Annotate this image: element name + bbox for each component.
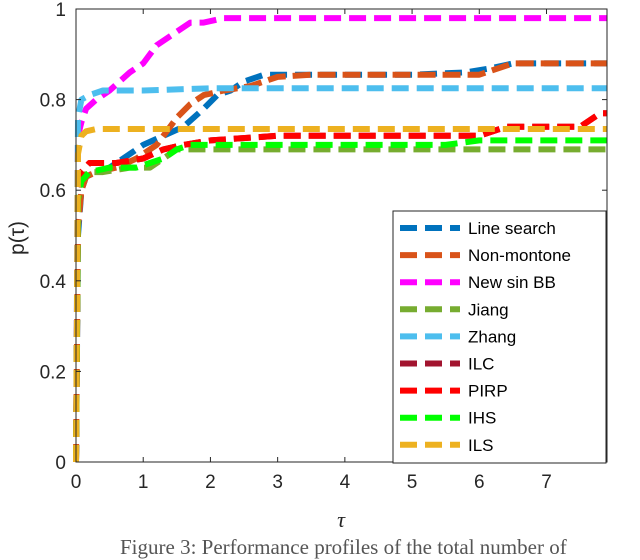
series-line-2 (73, 15, 607, 463)
series-line-7 (73, 137, 607, 463)
legend-label: Zhang (468, 327, 516, 346)
y-tick-label: 1 (55, 0, 66, 21)
ticks-layer: 0 1 2 3 4 5 6 7 0 0.2 0.4 0.6 0.8 1 (40, 0, 607, 493)
series-line-8 (73, 126, 607, 463)
x-tick-label: 1 (138, 472, 149, 493)
legend-label: Jiang (468, 300, 509, 319)
legend-label: IHS (468, 409, 496, 428)
y-tick-label: 0.8 (40, 91, 66, 112)
x-tick-label: 0 (71, 472, 82, 493)
performance-profile-chart: 0 1 2 3 4 5 6 7 0 0.2 0.4 0.6 0.8 1 τ p(τ) Line searc… (6, 0, 608, 532)
legend-label: Line search (468, 219, 556, 238)
x-axis-title: τ (337, 507, 346, 532)
series-layer (73, 15, 607, 463)
legend-label: PIRP (468, 382, 508, 401)
x-tick-label: 5 (407, 472, 418, 493)
y-tick-label: 0.2 (40, 362, 66, 383)
x-tick-label: 3 (272, 472, 283, 493)
y-axis-title: p(τ) (6, 221, 29, 255)
x-tick-label: 2 (205, 472, 216, 493)
figure-caption: Figure 3: Performance profiles of the to… (120, 535, 567, 559)
legend-label: New sin BB (468, 273, 556, 292)
legend-label: Non-montone (468, 246, 571, 265)
y-tick-label: 0.4 (40, 272, 67, 293)
y-tick-label: 0.6 (40, 181, 66, 202)
series-line-4 (73, 85, 607, 463)
legend-label: ILS (468, 436, 494, 455)
x-tick-label: 4 (340, 472, 351, 493)
plot-frame (75, 8, 608, 463)
y-tick-label: 0 (55, 453, 66, 474)
x-tick-label: 7 (541, 472, 552, 493)
x-tick-label: 6 (474, 472, 485, 493)
legend: Line search Non-montone New sin BB Jiang Zha… (392, 210, 607, 464)
legend-label: ILC (468, 355, 494, 374)
